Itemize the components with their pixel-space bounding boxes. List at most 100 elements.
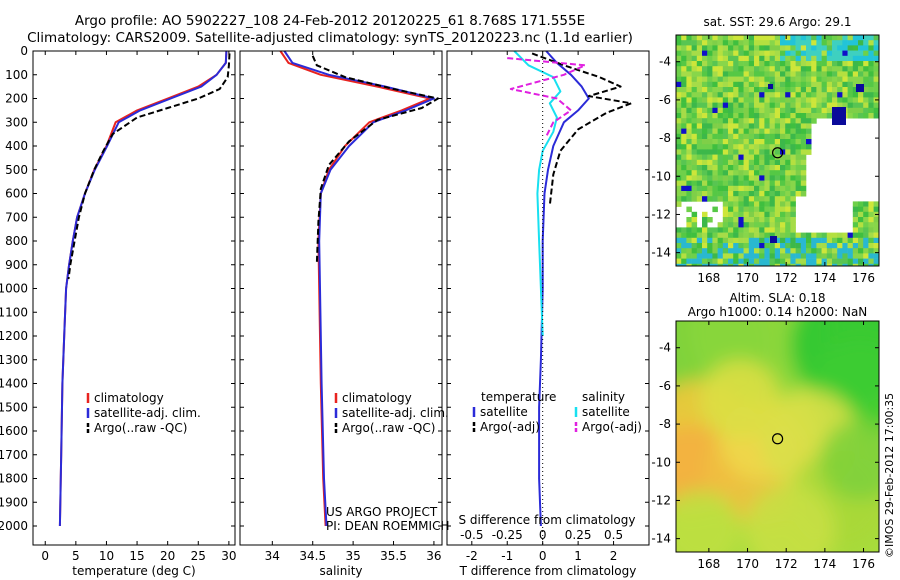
sst-cell [764, 258, 770, 265]
sst-cell [852, 87, 859, 93]
sst-cell [790, 191, 796, 197]
sst-cell [795, 139, 802, 145]
sst-cell [686, 123, 692, 129]
sst-cell [733, 71, 739, 77]
sst-cell [702, 232, 708, 239]
sst-cell [863, 253, 869, 259]
sst-cell [821, 76, 828, 83]
sst-cell [790, 248, 796, 254]
sst-cell [790, 40, 796, 46]
sst-cell [728, 159, 734, 166]
sst-cell [738, 55, 744, 62]
sst-cell [826, 113, 833, 119]
map-y-tick-label: -8 [659, 417, 671, 431]
sst-cell [681, 139, 687, 145]
sst-cell [811, 102, 817, 109]
sst-cell [696, 196, 703, 202]
sst-cell [748, 123, 755, 129]
sst-cell [780, 175, 786, 181]
sst-cell [800, 76, 807, 83]
sst-cell [837, 61, 843, 67]
sst-cell [790, 149, 796, 155]
sst-cell [764, 248, 770, 254]
sst-cell [691, 71, 698, 77]
sst-cell [748, 263, 755, 266]
sst-cell [733, 243, 739, 249]
sst-cell [728, 165, 734, 171]
sst-cell [811, 55, 817, 62]
sst-cell [733, 92, 739, 98]
sst-cell [790, 165, 796, 171]
sst-cell [873, 206, 879, 213]
sst-cell [743, 102, 750, 109]
sst-cell [811, 76, 817, 83]
sst-cell [754, 196, 760, 202]
sst-cell [743, 232, 750, 239]
sst-cell [738, 201, 744, 207]
sst-cell [743, 263, 750, 266]
sst-cell [728, 118, 734, 124]
sst-cell [702, 243, 708, 249]
sst-cell [842, 248, 848, 254]
sst-cell [769, 50, 776, 57]
sst-cell [785, 175, 791, 181]
sst-cell [738, 165, 744, 171]
sst-cell [722, 133, 729, 140]
sst-cell [852, 55, 859, 62]
sst-cell [733, 107, 739, 114]
map-y-tick-label: -12 [651, 493, 671, 507]
sst-cell [691, 87, 698, 93]
sst-cell [764, 227, 770, 233]
sst-cell [707, 159, 713, 166]
sst-cell [847, 232, 854, 239]
sst-cell [738, 196, 744, 202]
sst-cell [858, 50, 864, 57]
sst-cell [717, 191, 724, 197]
map-x-tick-label: 172 [775, 271, 798, 285]
sst-cell [806, 97, 812, 103]
sst-cell [800, 66, 807, 72]
sst-cell [743, 45, 750, 51]
sst-cell [800, 113, 807, 119]
sst-cell [868, 232, 874, 239]
sst-cell [873, 102, 879, 109]
sst-cell [769, 175, 776, 181]
sst-cell [748, 243, 755, 249]
sst-cell [863, 237, 869, 244]
sst-cell [712, 170, 718, 176]
sst-cell [780, 71, 786, 77]
sst-cell [858, 45, 864, 51]
sst-cell [702, 217, 708, 223]
sst-cell [717, 102, 724, 109]
sst-cell [702, 55, 708, 62]
sst-cell [754, 211, 760, 218]
sst-cell [738, 92, 744, 98]
sst-cell [863, 113, 869, 119]
sst-cell [800, 263, 807, 266]
sst-cell [712, 165, 718, 171]
sst-cell [712, 118, 718, 124]
sst-cell [754, 76, 760, 83]
sst-cell [790, 206, 796, 213]
sst-cell [702, 222, 708, 228]
text-layer: 0100200300400500600700800900100011001200… [0, 44, 875, 578]
sst-cell [702, 170, 708, 176]
sst-cell [733, 170, 739, 176]
sst-cell [873, 35, 879, 41]
sst-cell [800, 165, 807, 171]
sst-cell [676, 113, 682, 119]
sst-cell [743, 107, 750, 114]
sst-cell [821, 45, 828, 51]
depth-tick-label: 1000 [0, 282, 28, 296]
sst-cell [707, 149, 713, 155]
sst-cell [806, 133, 812, 140]
sst-cell [863, 201, 869, 207]
sst-cell [832, 45, 838, 51]
sst-cell [712, 61, 718, 67]
profile-plots-layer [58, 50, 633, 527]
sst-cell [738, 227, 744, 233]
sst-cell [878, 50, 879, 57]
sst-cell [743, 180, 750, 187]
sst-cell [702, 45, 708, 51]
sst-cell [868, 40, 874, 46]
